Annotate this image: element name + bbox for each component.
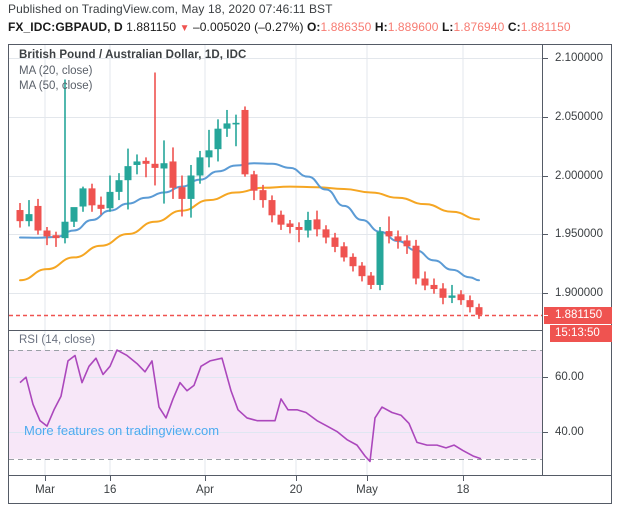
time-axis[interactable]: Mar 16 Apr 20 May 18 [9,475,611,503]
published-caption: Published on TradingView.com, May 18, 20… [8,2,333,16]
rsi-axis-label: 40.00 [555,425,584,438]
time-axis-label: 16 [103,484,117,496]
open-value: 1.886350 [320,20,372,34]
rsi-canvas [9,331,542,475]
time-axis-tick [296,476,297,481]
rsi-axis-tick [543,377,548,378]
symbol-label[interactable]: FX_IDC:GBPAUD, D [8,20,123,34]
price-axis-label: 1.900000 [555,286,603,299]
price-axis-label: 1.950000 [555,228,603,241]
price-axis-tick [543,117,548,118]
time-axis-tick [367,476,368,481]
chart-frame: British Pound / Australian Dollar, 1D, I… [8,44,612,504]
price-axis[interactable]: 2.100000 2.050000 2.000000 1.950000 1.900000… [542,45,612,475]
price-pane-title: British Pound / Australian Dollar, 1D, I… [19,49,247,61]
time-axis-label: May [356,484,378,496]
time-axis-tick [463,476,464,481]
legend-ma50[interactable]: MA (50, close) [19,80,93,92]
countdown-badge: 15:13:50 [550,324,612,342]
legend-ma20[interactable]: MA (20, close) [19,65,93,77]
high-key: H: [374,20,388,34]
close-key: C: [507,20,521,34]
price-axis-label: 2.050000 [555,110,603,123]
price-canvas [9,45,542,330]
promo-link[interactable]: More features on tradingview.com [24,423,220,438]
price-axis-tick [543,58,548,59]
time-axis-label: 18 [456,484,470,496]
price-axis-tick [543,293,548,294]
time-axis-label: 20 [289,484,303,496]
price-pane[interactable]: British Pound / Australian Dollar, 1D, I… [9,45,542,330]
close-value: 1.881150 [520,20,571,34]
time-axis-tick [45,476,46,481]
low-key: L: [442,20,454,34]
last-price: 1.881150 [126,20,177,34]
rsi-pane[interactable]: RSI (14, close) More features on trading… [9,331,542,475]
rsi-axis-tick [543,432,548,433]
rsi-axis-label: 60.00 [555,371,584,384]
price-axis-label: 2.000000 [555,169,603,182]
high-value: 1.889600 [387,20,439,34]
low-value: 1.876940 [453,20,505,34]
pane-separator[interactable] [9,330,542,331]
open-key: O: [307,20,321,34]
current-price-tick [543,315,548,316]
price-axis-tick [543,234,548,235]
current-price-badge[interactable]: 1.881150 [544,306,612,324]
change-absolute: –0.005020 [193,20,251,34]
price-axis-tick [543,176,548,177]
time-axis-label: Apr [196,484,214,496]
price-axis-label: 2.100000 [555,52,603,65]
quote-header: FX_IDC:GBPAUD, D 1.881150 ▼ –0.005020 (–… [8,20,571,34]
triangle-down-icon: ▼ [179,23,190,34]
legend-rsi[interactable]: RSI (14, close) [19,334,96,346]
time-axis-label: Mar [35,484,55,496]
time-axis-tick [205,476,206,481]
change-percent: (–0.27%) [254,20,304,34]
time-axis-tick [110,476,111,481]
